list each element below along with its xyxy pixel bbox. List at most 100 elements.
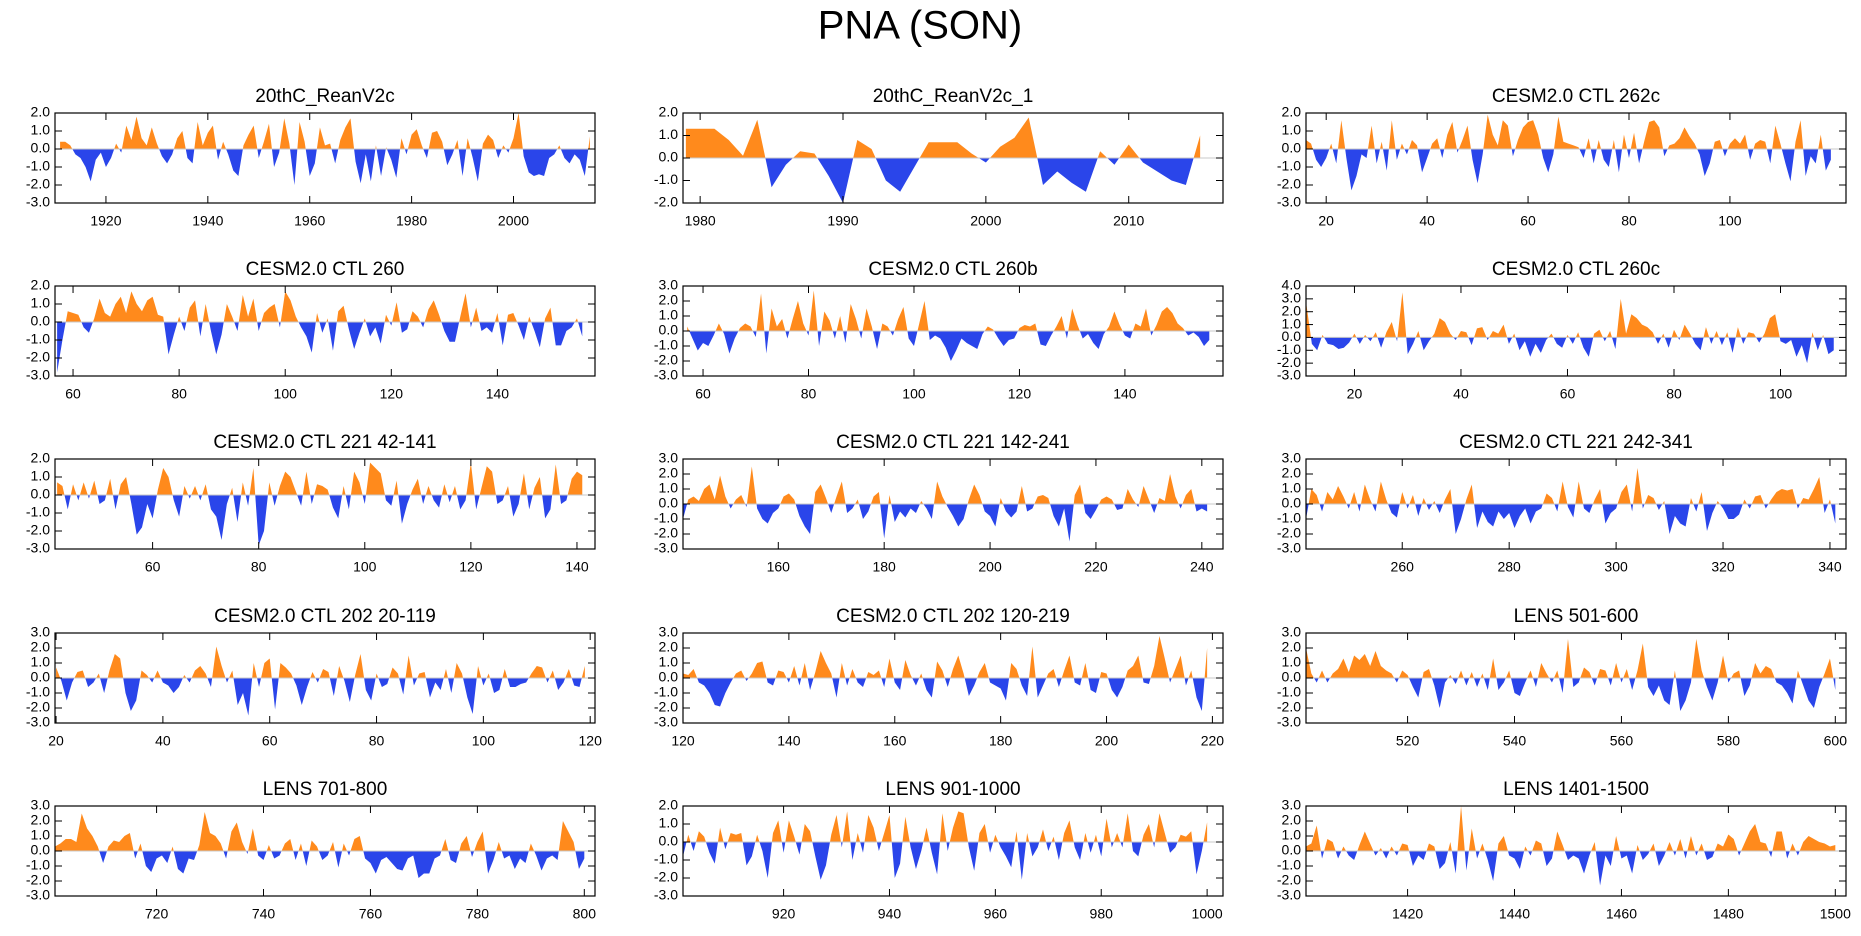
x-tick-label: 2000: [970, 213, 1001, 229]
y-tick-label: -2.0: [654, 699, 678, 715]
y-tick-label: -2.0: [1277, 176, 1301, 192]
area-above: [687, 290, 1210, 331]
x-tick-label: 1500: [1820, 906, 1851, 922]
y-tick-label: -2.0: [26, 176, 50, 192]
plot-frame: [54, 112, 596, 204]
panel-title: CESM2.0 CTL 221 242-341: [1459, 432, 1693, 453]
x-tick-label: 200: [978, 559, 1002, 575]
x-tick-label: 340: [1818, 559, 1842, 575]
y-tick-label: -2.0: [654, 525, 678, 541]
y-tick-label: -1.0: [26, 331, 50, 347]
y-tick-label: 0.0: [659, 322, 679, 338]
x-tick-label: 1000: [1192, 906, 1223, 922]
y-tick-label: 2.0: [1282, 812, 1302, 828]
panel-title: CESM2.0 CTL 202 120-219: [836, 606, 1070, 627]
area-above: [683, 636, 1208, 678]
x-tick-label: 100: [274, 386, 298, 402]
y-tick-label: 0.0: [1282, 842, 1302, 858]
area-above: [1306, 468, 1836, 504]
area-below: [57, 322, 583, 373]
area-above: [1306, 292, 1824, 338]
x-tick-label: 80: [369, 733, 385, 749]
panel: 20thC_ReanV2c -3.0 -2.0 -1.0 0.0 1.0 2.0 1920 19…: [26, 86, 596, 229]
x-tick-label: 1960: [294, 213, 325, 229]
panel-title: 20thC_ReanV2c: [255, 86, 394, 107]
y-tick-label: -1.0: [654, 851, 678, 867]
y-tick-label: -1.0: [26, 158, 50, 174]
y-tick-label: -1.0: [654, 510, 678, 526]
panel: LENS 701-800 -3.0-2.0-1.00.01.02.03.0 720 7…: [26, 779, 596, 922]
x-tick-label: 560: [1610, 733, 1634, 749]
x-tick-label: 600: [1824, 733, 1848, 749]
plot-frame: [1305, 458, 1847, 550]
y-tick-label: -1.0: [654, 684, 678, 700]
x-tick-label: 740: [252, 906, 276, 922]
y-tick-label: -1.0: [654, 171, 678, 187]
x-tick-label: 60: [145, 559, 161, 575]
x-tick-label: 20: [1347, 386, 1363, 402]
x-tick-label: 540: [1503, 733, 1527, 749]
y-tick-label: -2.0: [654, 194, 678, 210]
y-tick-label: -3.0: [1277, 540, 1301, 556]
y-tick-label: 3.0: [1282, 797, 1302, 813]
x-tick-label: 720: [145, 906, 169, 922]
area-below: [687, 331, 1210, 361]
y-tick-label: -2.0: [1277, 699, 1301, 715]
x-tick-label: 520: [1396, 733, 1420, 749]
y-tick-label: -1.0: [654, 337, 678, 353]
y-tick-label: 2.0: [659, 797, 679, 813]
x-tick-label: 60: [1520, 213, 1536, 229]
x-tick-label: 100: [353, 559, 377, 575]
figure-title: PNA (SON): [818, 4, 1022, 48]
y-tick-label: -3.0: [1277, 367, 1301, 383]
x-tick-label: 140: [1113, 386, 1137, 402]
area-above: [1306, 806, 1836, 851]
x-tick-label: 220: [1201, 733, 1225, 749]
plot-frame: [1305, 112, 1847, 204]
x-tick-label: 320: [1711, 559, 1735, 575]
panel: LENS 1401-1500 -3.0-2.0-1.00.01.02.03.0 14…: [1277, 779, 1851, 922]
plot-frame: [1305, 805, 1847, 897]
x-tick-label: 100: [1718, 213, 1742, 229]
x-tick-label: 80: [171, 386, 187, 402]
y-tick-label: 2.0: [1282, 302, 1302, 318]
y-tick-label: 0.0: [1282, 495, 1302, 511]
panel-title: CESM2.0 CTL 202 20-119: [214, 606, 436, 627]
x-tick-label: 120: [671, 733, 695, 749]
y-tick-label: -2.0: [1277, 872, 1301, 888]
x-tick-label: 80: [1666, 386, 1682, 402]
plot-frame: [682, 112, 1224, 204]
x-tick-label: 2010: [1113, 213, 1144, 229]
x-tick-label: 920: [772, 906, 796, 922]
x-tick-label: 60: [695, 386, 711, 402]
y-tick-label: -2.0: [654, 352, 678, 368]
y-tick-label: 3.0: [31, 797, 51, 813]
y-tick-label: 1.0: [1282, 315, 1302, 331]
x-tick-label: 140: [565, 559, 589, 575]
y-tick-label: 3.0: [31, 624, 51, 640]
panel-title: LENS 901-1000: [885, 779, 1020, 800]
y-tick-label: -2.0: [654, 869, 678, 885]
x-tick-label: 20: [1318, 213, 1334, 229]
y-tick-label: 0.0: [31, 486, 51, 502]
y-tick-label: 2.0: [659, 104, 679, 120]
x-tick-label: 1920: [90, 213, 121, 229]
x-tick-label: 100: [472, 733, 496, 749]
y-tick-label: -3.0: [654, 540, 678, 556]
panel: CESM2.0 CTL 221 142-241 -3.0-2.0-1.00.01.…: [654, 432, 1224, 575]
y-tick-label: 1.0: [31, 654, 51, 670]
y-tick-label: -1.0: [26, 857, 50, 873]
plot-frame: [1305, 285, 1847, 377]
x-tick-label: 140: [486, 386, 510, 402]
area-below: [60, 149, 590, 185]
y-tick-label: 2.0: [31, 639, 51, 655]
plot-frame: [54, 632, 596, 724]
x-tick-label: 240: [1190, 559, 1214, 575]
x-tick-label: 100: [1769, 386, 1793, 402]
y-tick-label: -1.0: [1277, 510, 1301, 526]
y-tick-label: -3.0: [654, 367, 678, 383]
x-tick-label: 780: [466, 906, 490, 922]
y-tick-label: -1.0: [1277, 158, 1301, 174]
y-tick-label: 2.0: [1282, 104, 1302, 120]
